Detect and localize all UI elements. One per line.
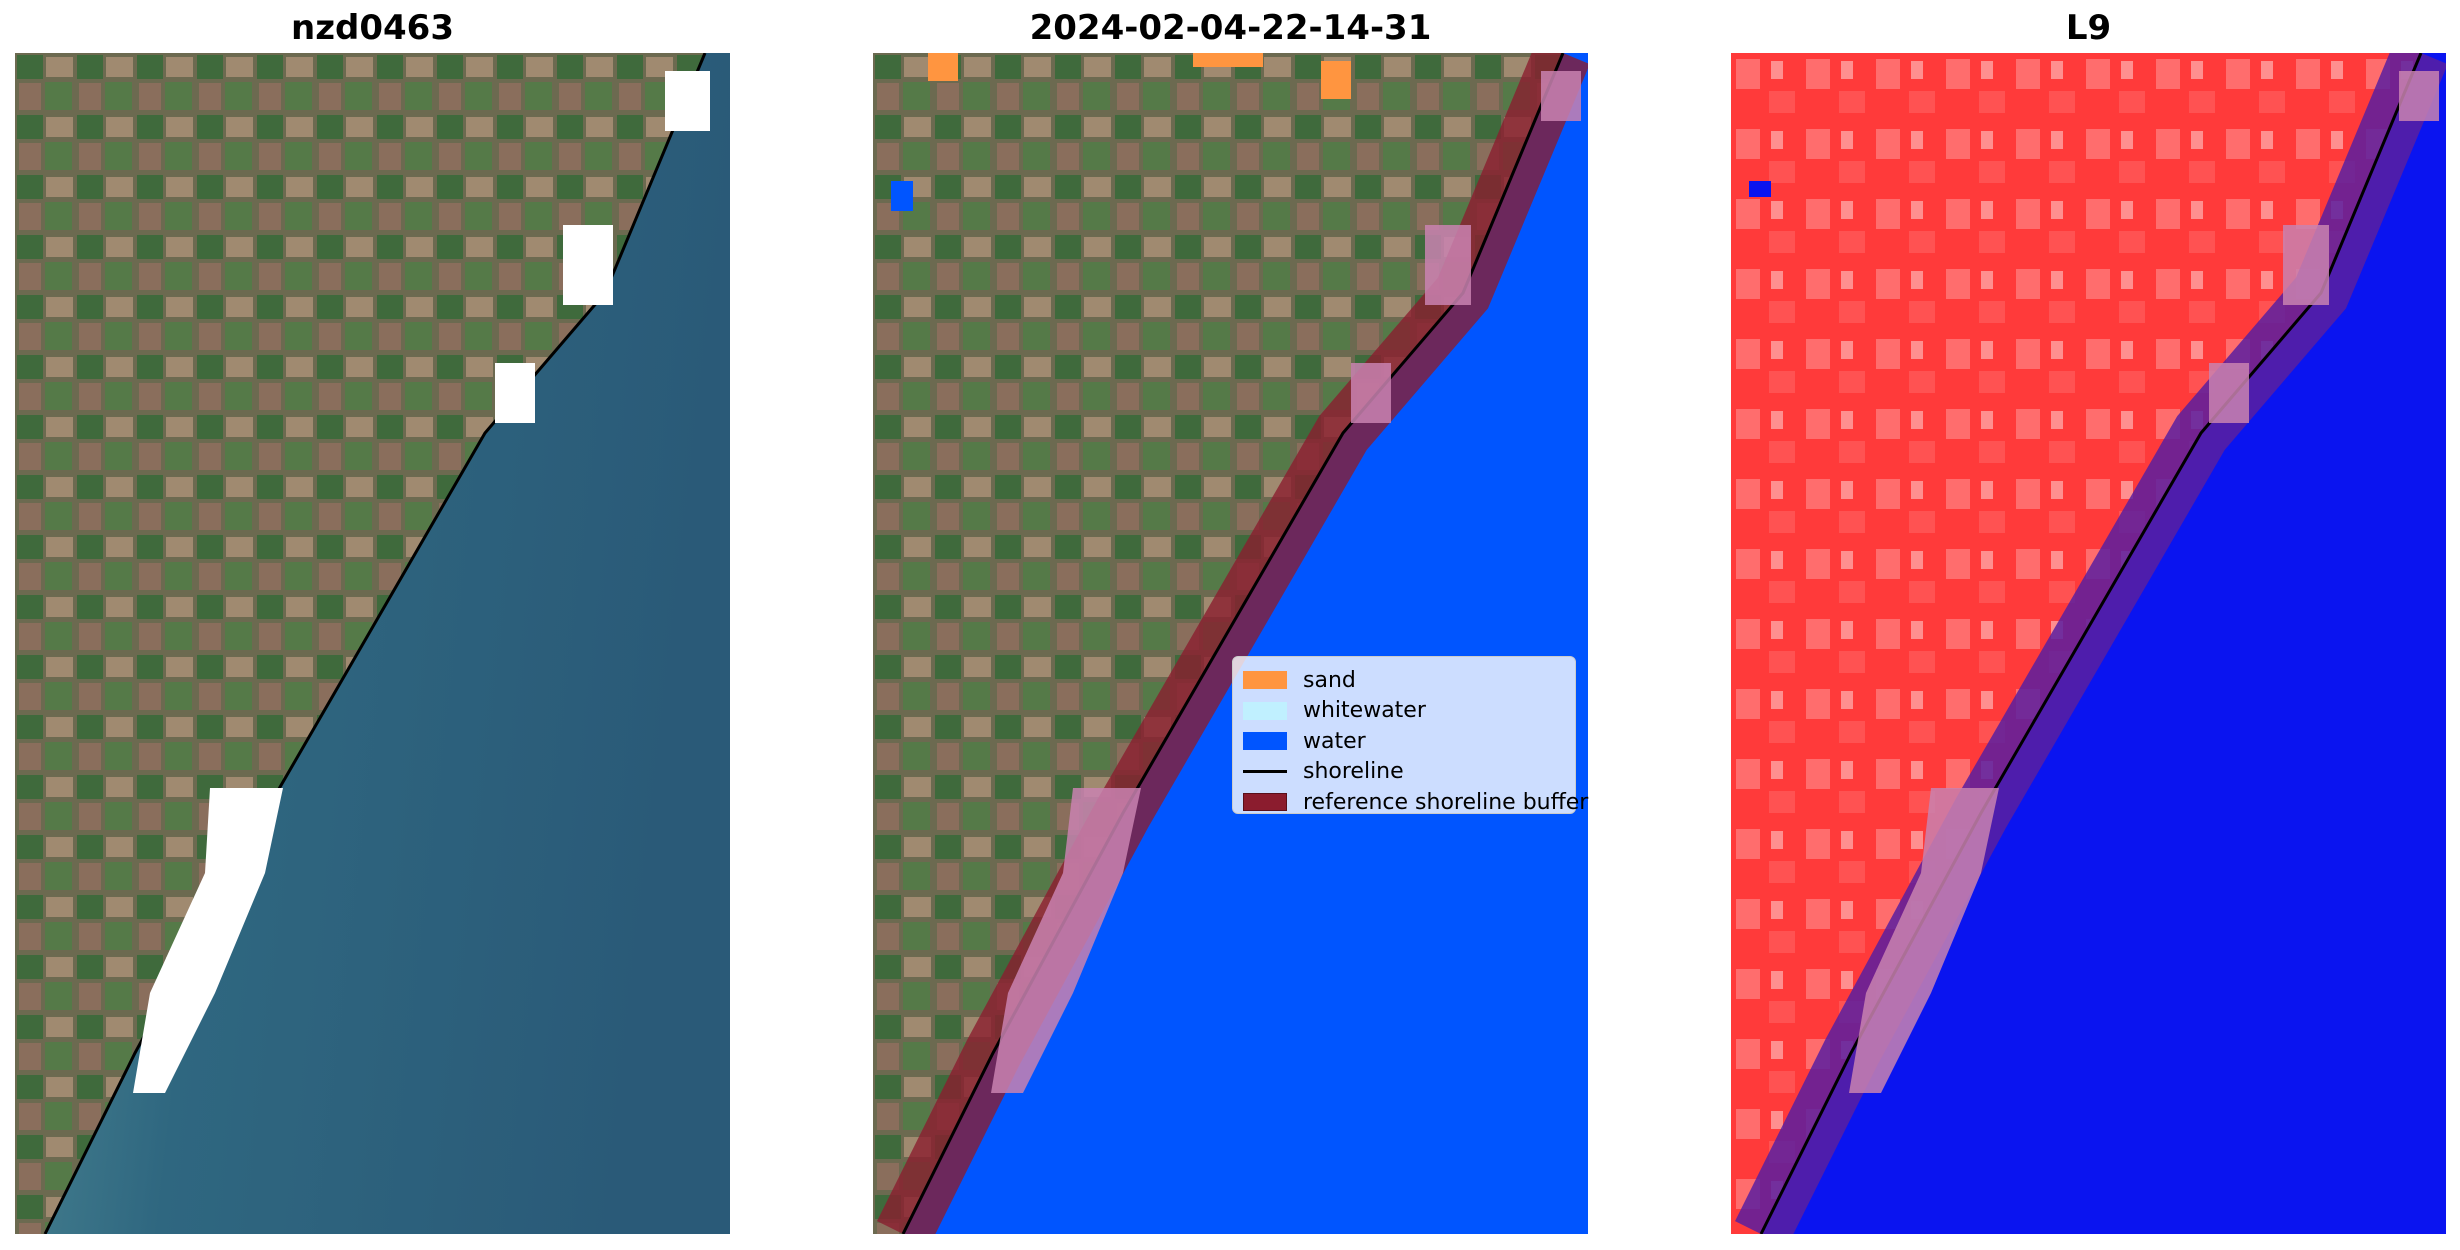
sand-patch <box>928 53 958 81</box>
index-image <box>1731 53 2446 1234</box>
shoreline-swatch <box>1243 770 1287 774</box>
sand-patch <box>1193 53 1263 67</box>
cloud-mask <box>2399 71 2439 121</box>
sand-patch <box>1321 61 1351 99</box>
water-patch <box>1749 181 1771 197</box>
legend-item-whitewater: whitewater <box>1243 696 1565 727</box>
water-swatch <box>1243 732 1287 751</box>
water-patch <box>891 181 913 211</box>
panel-title-classification: 2024-02-04-22-14-31 <box>1029 8 1432 48</box>
legend-item-reference-shoreline-buffer: reference shoreline buffer <box>1243 787 1588 818</box>
cloud-mask <box>1849 788 1999 1093</box>
cloud-mask <box>991 788 1141 1093</box>
classification-image <box>873 53 1588 1234</box>
shoreline-line <box>1759 53 2423 1234</box>
shoreline-line <box>43 53 707 1234</box>
cloud-mask <box>133 788 283 1093</box>
cloud-mask <box>1541 71 1581 121</box>
panel-title-index: L9 <box>2065 8 2112 48</box>
whitewater-swatch <box>1243 701 1287 720</box>
cloud-mask <box>2209 363 2249 423</box>
cloud-mask <box>1425 225 1471 305</box>
cloud-mask <box>1351 363 1391 423</box>
legend: sand whitewater water shoreline referenc… <box>1232 656 1588 815</box>
panel-title-rgb: nzd0463 <box>291 8 454 48</box>
cloud-mask <box>2283 225 2329 305</box>
legend-item-sand: sand <box>1243 665 1565 696</box>
shoreline-line <box>901 53 1565 1234</box>
legend-item-water: water <box>1243 726 1565 757</box>
rgb-satellite-image <box>15 53 730 1234</box>
cloud-mask <box>665 71 710 131</box>
legend-item-shoreline: shoreline <box>1243 757 1565 788</box>
sand-swatch <box>1243 671 1287 690</box>
cloud-mask <box>495 363 535 423</box>
cloud-mask <box>563 225 613 305</box>
buffer-swatch <box>1243 793 1287 812</box>
